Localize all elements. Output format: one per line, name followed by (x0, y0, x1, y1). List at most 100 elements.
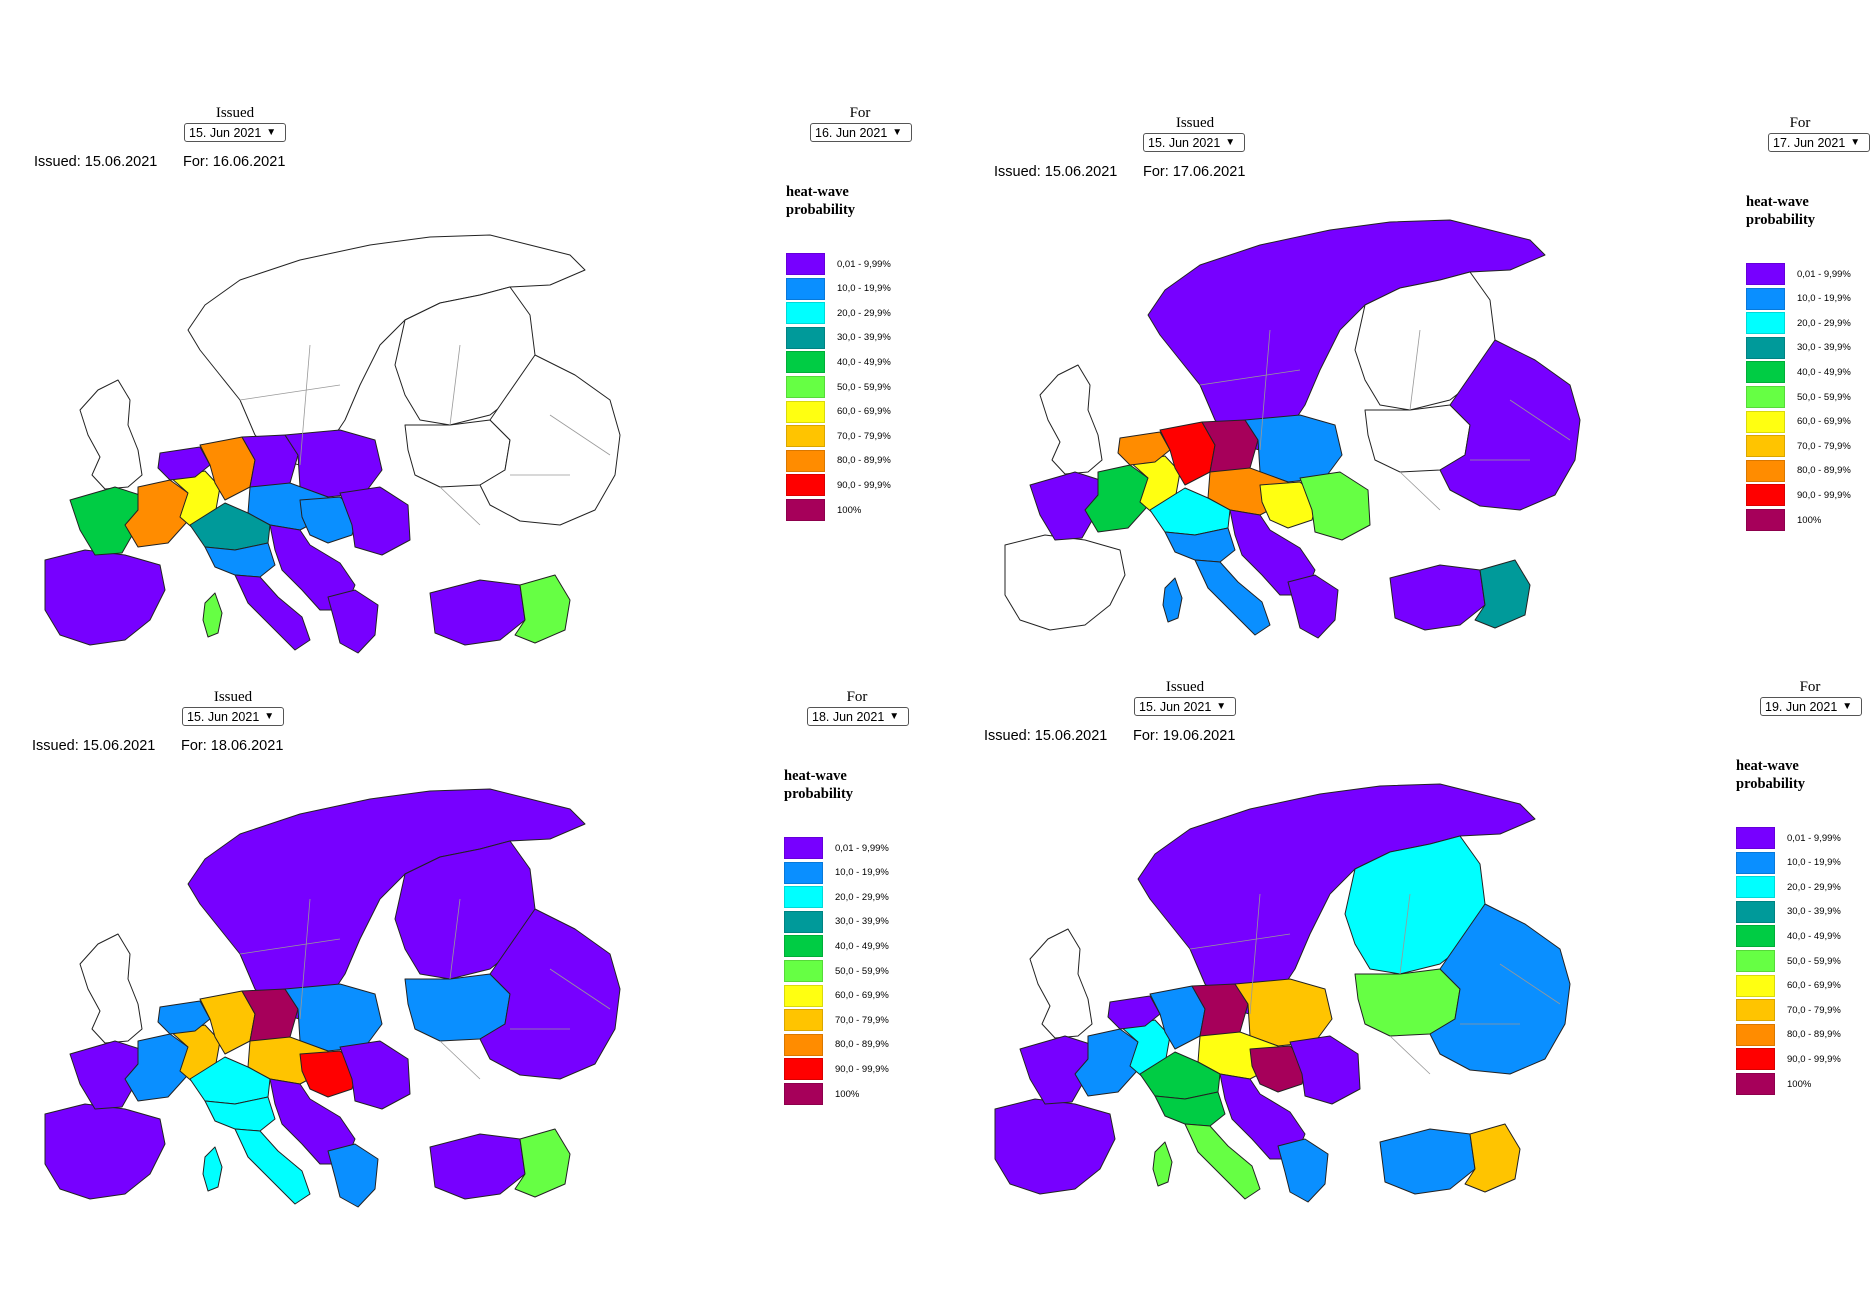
legend-item: 80,0 - 89,9% (786, 449, 891, 472)
legend-item: 20,0 - 29,9% (786, 302, 891, 325)
legend-title: heat-wave probability (1746, 193, 1815, 229)
legend-label: 100% (837, 504, 862, 516)
legend-swatch (1746, 484, 1785, 507)
legend-item: 10,0 - 19,9% (784, 861, 889, 884)
legend-item: 60,0 - 69,9% (1736, 974, 1841, 997)
map-region-france-w (1029, 471, 1101, 541)
map-border-line (1389, 1035, 1431, 1075)
legend-item: 90,0 - 99,9% (784, 1058, 889, 1081)
legend-label: 70,0 - 79,9% (1787, 1004, 1841, 1016)
legend-item: 100% (786, 499, 861, 521)
chevron-down-icon: ▼ (1842, 701, 1853, 712)
legend-item: 30,0 - 39,9% (786, 326, 891, 349)
map-region-iberia (994, 1098, 1116, 1195)
map-region-italy-n (1164, 527, 1236, 563)
legend-swatch (786, 425, 825, 448)
for-date-value: 16. Jun 2021 (815, 125, 888, 140)
legend-item: 40,0 - 49,9% (784, 935, 889, 958)
issued-date-select[interactable]: 15. Jun 2021 ▼ (184, 123, 286, 142)
legend-title-line: heat-wave (784, 768, 847, 784)
map-region-iberia (44, 1103, 166, 1200)
issued-date-select[interactable]: 15. Jun 2021 ▼ (1143, 133, 1245, 152)
legend-label: 10,0 - 19,9% (835, 867, 889, 879)
for-date-select[interactable]: 17. Jun 2021 ▼ (1768, 133, 1870, 152)
legend-swatch (786, 449, 825, 472)
map-border-line (1199, 369, 1301, 386)
legend-swatch (1736, 925, 1775, 948)
map-border-line (1399, 893, 1411, 975)
map-region-uk (79, 933, 143, 1044)
map-region-eastEU (479, 908, 621, 1080)
legend-label: 70,0 - 79,9% (835, 1014, 889, 1026)
issued-date-select[interactable]: 15. Jun 2021 ▼ (1134, 697, 1236, 716)
issued-label: Issued (213, 689, 253, 705)
for-date-select[interactable]: 18. Jun 2021 ▼ (807, 707, 909, 726)
for-date-select[interactable]: 19. Jun 2021 ▼ (1760, 697, 1862, 716)
legend-swatch (1746, 435, 1785, 458)
issued-label: Issued (215, 105, 255, 121)
legend-item: 60,0 - 69,9% (1746, 410, 1851, 433)
legend-title: heat-wave probability (786, 183, 855, 219)
legend-swatch (784, 837, 823, 859)
legend-swatch (1746, 287, 1785, 310)
legend-swatch (1746, 459, 1785, 482)
legend-item: 70,0 - 79,9% (1746, 435, 1851, 458)
legend-label: 30,0 - 39,9% (837, 332, 891, 344)
legend-title-line: heat-wave (786, 184, 849, 200)
legend-item: 10,0 - 19,9% (1736, 851, 1841, 874)
map-border-line (549, 414, 611, 456)
legend-title-line: probability (1736, 776, 1806, 792)
issued-date-text: Issued: 15.06.2021 (32, 738, 156, 754)
legend-title-line: heat-wave (1736, 758, 1799, 774)
legend-item: 40,0 - 49,9% (1746, 361, 1851, 384)
europe-heatwave-map (44, 234, 621, 654)
map-region-eastEU (1439, 339, 1581, 511)
issued-date-value: 15. Jun 2021 (1139, 699, 1212, 714)
map-region-benelux (1117, 431, 1171, 466)
map-region-italy-n (1154, 1091, 1226, 1127)
issued-date-text: Issued: 15.06.2021 (34, 154, 158, 170)
issued-date-select[interactable]: 15. Jun 2021 ▼ (182, 707, 284, 726)
for-date-select[interactable]: 16. Jun 2021 ▼ (810, 123, 912, 142)
legend-swatch (786, 302, 825, 325)
map-region-benelux (157, 446, 211, 481)
for-date-text: For: 16.06.2021 (183, 154, 286, 170)
legend-label: 40,0 - 49,9% (835, 940, 889, 952)
legend-label: 40,0 - 49,9% (1787, 930, 1841, 942)
legend-title-line: probability (786, 202, 856, 218)
map-region-france-w (69, 486, 141, 556)
legend-label: 100% (835, 1088, 860, 1100)
legend-swatch (1736, 1073, 1775, 1095)
for-date-text: For: 19.06.2021 (1133, 728, 1236, 744)
legend-label: 40,0 - 49,9% (837, 356, 891, 368)
legend-label: 80,0 - 89,9% (1797, 465, 1851, 477)
legend-label: 20,0 - 29,9% (1797, 317, 1851, 329)
for-label: For (849, 105, 871, 121)
legend: heat-wave probability 0,01 - 9,99% 10,0 - 1… (784, 767, 924, 1217)
for-date-value: 17. Jun 2021 (1773, 135, 1846, 150)
europe-heatwave-map (994, 783, 1571, 1203)
legend-label: 70,0 - 79,9% (1797, 440, 1851, 452)
map-region-corsica (202, 1146, 223, 1192)
legend-swatch (784, 910, 823, 933)
legend-item: 90,0 - 99,9% (786, 474, 891, 497)
map-region-italy-n (204, 1096, 276, 1132)
map-region-romania (1289, 1035, 1361, 1105)
legend-swatch (1746, 263, 1785, 285)
legend-label: 90,0 - 99,9% (1787, 1053, 1841, 1065)
map-region-eastEU (479, 354, 621, 526)
legend-swatch (786, 277, 825, 300)
legend-swatch (784, 1009, 823, 1032)
legend-label: 100% (1797, 514, 1822, 526)
map-region-corsica (202, 592, 223, 638)
legend-swatch (784, 960, 823, 982)
legend-label: 20,0 - 29,9% (1787, 881, 1841, 893)
map-region-turkey-e (514, 1128, 571, 1198)
legend-label: 30,0 - 39,9% (835, 916, 889, 928)
map-region-turkey-w (429, 579, 526, 646)
chevron-down-icon: ▼ (1216, 701, 1227, 712)
map-region-romania (1299, 471, 1371, 541)
map-region-turkey-w (1379, 1128, 1476, 1195)
for-date-text: For: 17.06.2021 (1143, 164, 1246, 180)
chevron-down-icon: ▼ (266, 127, 277, 138)
